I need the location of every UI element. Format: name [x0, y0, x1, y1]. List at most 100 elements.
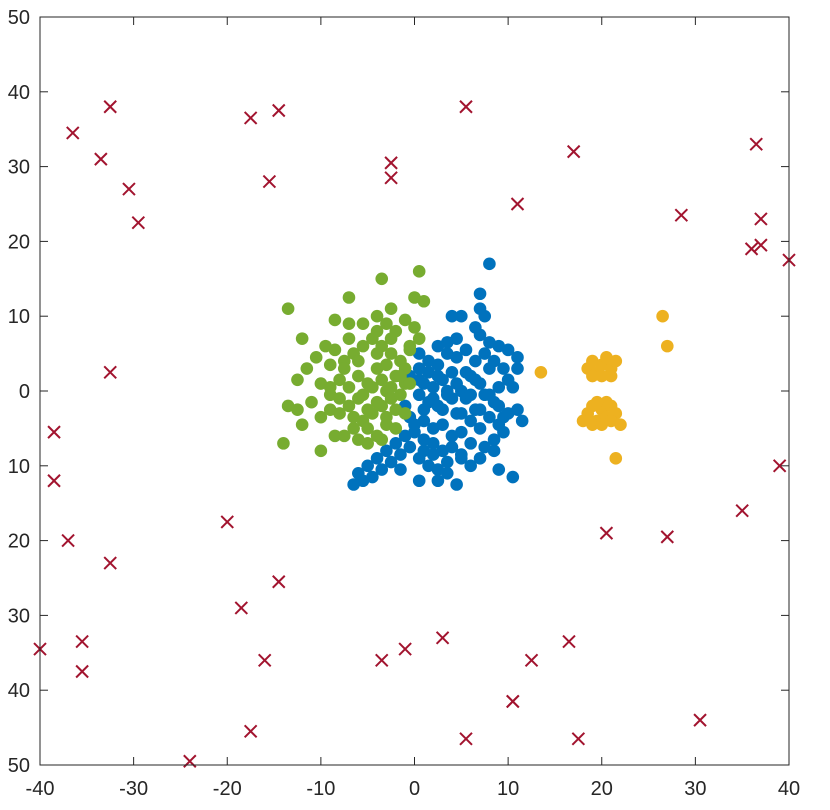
data-point [487, 444, 501, 458]
data-point [431, 474, 445, 488]
data-point [511, 403, 524, 417]
data-point [337, 362, 351, 375]
data-point [450, 377, 463, 390]
data-point [309, 351, 323, 364]
data-point [408, 321, 421, 334]
data-point [220, 515, 234, 529]
data-point [440, 455, 454, 469]
y-tick-label: 0 [19, 381, 30, 403]
data-point [380, 410, 393, 424]
data-point [295, 332, 309, 345]
data-point [103, 365, 117, 380]
series-1 [347, 257, 529, 491]
data-point [492, 399, 506, 413]
data-point [281, 302, 295, 316]
data-point [450, 351, 463, 364]
data-point [243, 111, 258, 125]
y-axis: 50 40 30 20 10 0 10 20 30 40 50 [8, 7, 789, 777]
y-tick-label: 40 [8, 82, 30, 104]
data-point [384, 455, 398, 469]
data-point [370, 452, 384, 465]
data-point [656, 309, 669, 323]
data-point [445, 309, 459, 323]
data-point [380, 358, 393, 372]
data-point [609, 452, 623, 465]
data-point [576, 414, 590, 428]
data-point [366, 470, 379, 484]
y-tick-label: 20 [8, 531, 30, 553]
series-3 [534, 309, 674, 465]
data-point [61, 533, 75, 548]
data-point [384, 302, 398, 316]
x-tick-label: 10 [497, 778, 519, 800]
data-point [262, 174, 277, 189]
data-point [455, 452, 468, 465]
data-point [281, 399, 295, 413]
data-point [492, 463, 506, 476]
data-point [436, 403, 449, 417]
y-tick-label: 10 [8, 306, 30, 328]
data-point [295, 418, 309, 431]
data-point [352, 354, 365, 368]
data-point [380, 317, 393, 330]
x-tick-label: -40 [26, 778, 55, 800]
data-point [375, 463, 389, 476]
data-point [511, 362, 524, 375]
data-point [455, 309, 468, 323]
data-point [426, 380, 440, 394]
data-point [277, 437, 290, 450]
data-point [660, 530, 674, 544]
data-point [243, 724, 258, 739]
data-point [469, 321, 482, 334]
data-point [754, 212, 768, 226]
data-point [497, 425, 510, 439]
data-point [370, 395, 384, 409]
data-point [464, 437, 477, 450]
data-point [342, 399, 356, 413]
data-point [384, 156, 398, 170]
data-point [426, 392, 440, 405]
data-point [483, 257, 496, 271]
data-point [103, 100, 117, 114]
data-point [394, 463, 407, 476]
data-point [469, 354, 482, 368]
x-tick-label: 20 [591, 778, 613, 800]
data-point [422, 366, 435, 379]
data-point [394, 369, 407, 383]
data-point [562, 634, 576, 649]
data-point [342, 332, 356, 345]
data-point [772, 459, 787, 473]
data-point [426, 448, 440, 461]
data-point [473, 403, 487, 417]
data-point [328, 429, 342, 443]
data-point [749, 137, 763, 151]
data-point [431, 358, 445, 372]
data-point [417, 403, 431, 417]
data-point [440, 466, 454, 480]
x-tick-label: 0 [409, 778, 420, 800]
data-point [375, 433, 389, 446]
data-point [384, 332, 398, 345]
data-point [571, 732, 586, 746]
data-point [469, 373, 482, 387]
data-point [384, 171, 398, 185]
data-point [600, 395, 613, 409]
data-point [398, 429, 412, 443]
data-point [450, 478, 463, 491]
data-point [370, 309, 384, 323]
data-point [483, 388, 496, 402]
data-point [566, 144, 581, 159]
data-point [333, 392, 346, 405]
data-point [347, 422, 360, 435]
data-point [314, 444, 328, 458]
data-point [534, 366, 548, 379]
data-point [693, 713, 707, 727]
data-point [408, 418, 421, 431]
x-tick-label: 30 [684, 778, 706, 800]
data-point [445, 440, 459, 454]
data-point [609, 354, 623, 368]
data-point [370, 324, 384, 338]
data-point [342, 317, 356, 330]
data-point [487, 433, 501, 446]
data-point [431, 339, 445, 353]
